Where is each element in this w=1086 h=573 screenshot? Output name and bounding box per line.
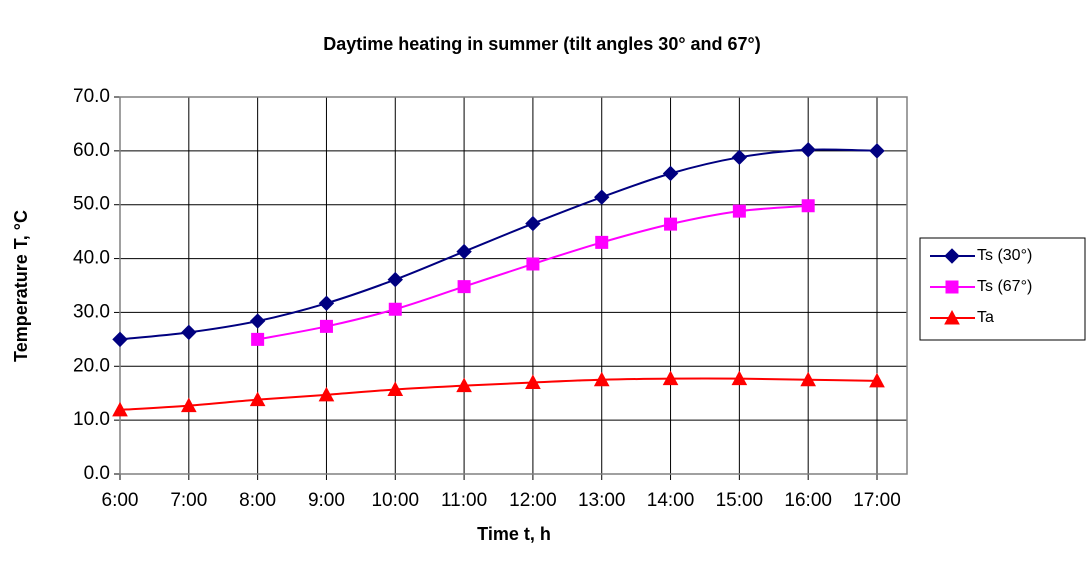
series-line bbox=[119, 377, 878, 411]
marker bbox=[456, 243, 472, 260]
marker bbox=[387, 381, 404, 396]
x-tick-label: 11:00 bbox=[441, 490, 487, 511]
marker bbox=[112, 401, 128, 417]
x-tick-label: 8:00 bbox=[239, 490, 276, 511]
marker bbox=[800, 371, 817, 387]
marker bbox=[112, 331, 128, 348]
y-tick-label: 50.0 bbox=[73, 194, 110, 215]
marker bbox=[595, 235, 609, 249]
y-tick-label: 40.0 bbox=[73, 248, 110, 269]
x-tick-label: 12:00 bbox=[509, 490, 557, 511]
marker bbox=[456, 377, 472, 393]
marker bbox=[731, 149, 748, 166]
marker bbox=[664, 217, 678, 231]
marker bbox=[181, 324, 197, 341]
marker bbox=[593, 371, 610, 387]
y-tick-label: 70.0 bbox=[73, 86, 110, 107]
marker bbox=[800, 142, 816, 158]
x-tick-label: 17:00 bbox=[853, 490, 901, 511]
marker bbox=[249, 313, 266, 329]
y-tick-label: 10.0 bbox=[73, 409, 110, 430]
marker bbox=[945, 280, 959, 294]
plot-border bbox=[119, 96, 908, 475]
marker bbox=[869, 372, 885, 388]
marker bbox=[731, 370, 748, 386]
marker bbox=[944, 309, 960, 325]
marker bbox=[662, 165, 679, 182]
marker bbox=[525, 215, 541, 232]
marker bbox=[526, 257, 540, 271]
x-tick-label: 15:00 bbox=[716, 490, 764, 511]
marker bbox=[318, 295, 335, 311]
plot-area bbox=[120, 97, 907, 474]
marker bbox=[801, 199, 815, 213]
marker bbox=[869, 143, 885, 159]
marker bbox=[318, 386, 335, 402]
marker bbox=[249, 391, 266, 407]
legend-text: Ts (67°) bbox=[977, 278, 1032, 295]
y-tick-label: 0.0 bbox=[84, 463, 110, 484]
legend-text: Ts (30°) bbox=[977, 247, 1032, 264]
marker bbox=[387, 271, 403, 288]
y-tick-label: 20.0 bbox=[73, 355, 110, 376]
x-tick-label: 9:00 bbox=[308, 490, 345, 511]
x-tick-label: 13:00 bbox=[578, 490, 626, 511]
marker bbox=[944, 248, 960, 264]
marker bbox=[594, 189, 610, 205]
marker bbox=[732, 204, 746, 218]
marker bbox=[388, 302, 402, 316]
legend: Ts (30°) Ts (67°) Ta bbox=[919, 237, 1086, 341]
x-tick-label: 7:00 bbox=[170, 490, 207, 511]
legend-text: Ta bbox=[977, 309, 994, 326]
y-tick-label: 30.0 bbox=[73, 301, 110, 322]
marker bbox=[319, 319, 333, 333]
marker bbox=[251, 332, 265, 346]
x-tick-label: 10:00 bbox=[371, 490, 419, 511]
x-axis-title: Time t, h bbox=[477, 524, 551, 544]
marker bbox=[457, 280, 471, 294]
marker bbox=[525, 374, 541, 389]
x-tick-label: 16:00 bbox=[784, 490, 832, 511]
x-tick-label: 14:00 bbox=[647, 490, 695, 511]
x-tick-label: 6:00 bbox=[102, 490, 139, 511]
y-tick-label: 60.0 bbox=[73, 140, 110, 161]
marker bbox=[180, 397, 197, 413]
chart-title: Daytime heating in summer (tilt angles 3… bbox=[323, 34, 761, 54]
marker bbox=[662, 370, 679, 386]
y-axis-title: Temperature T, °C bbox=[11, 210, 31, 362]
